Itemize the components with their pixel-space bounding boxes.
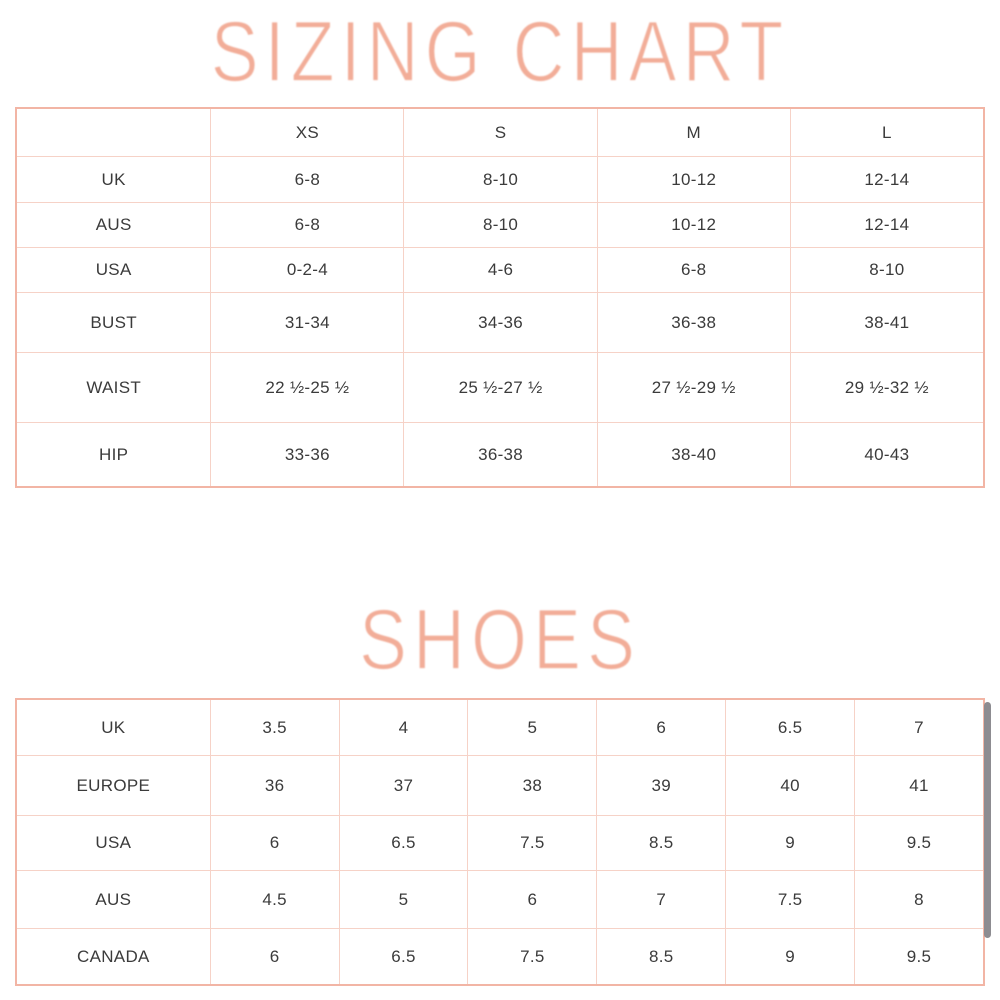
svg-text:SHOES: SHOES xyxy=(359,591,641,688)
svg-text:SIZING CHART: SIZING CHART xyxy=(211,3,790,100)
